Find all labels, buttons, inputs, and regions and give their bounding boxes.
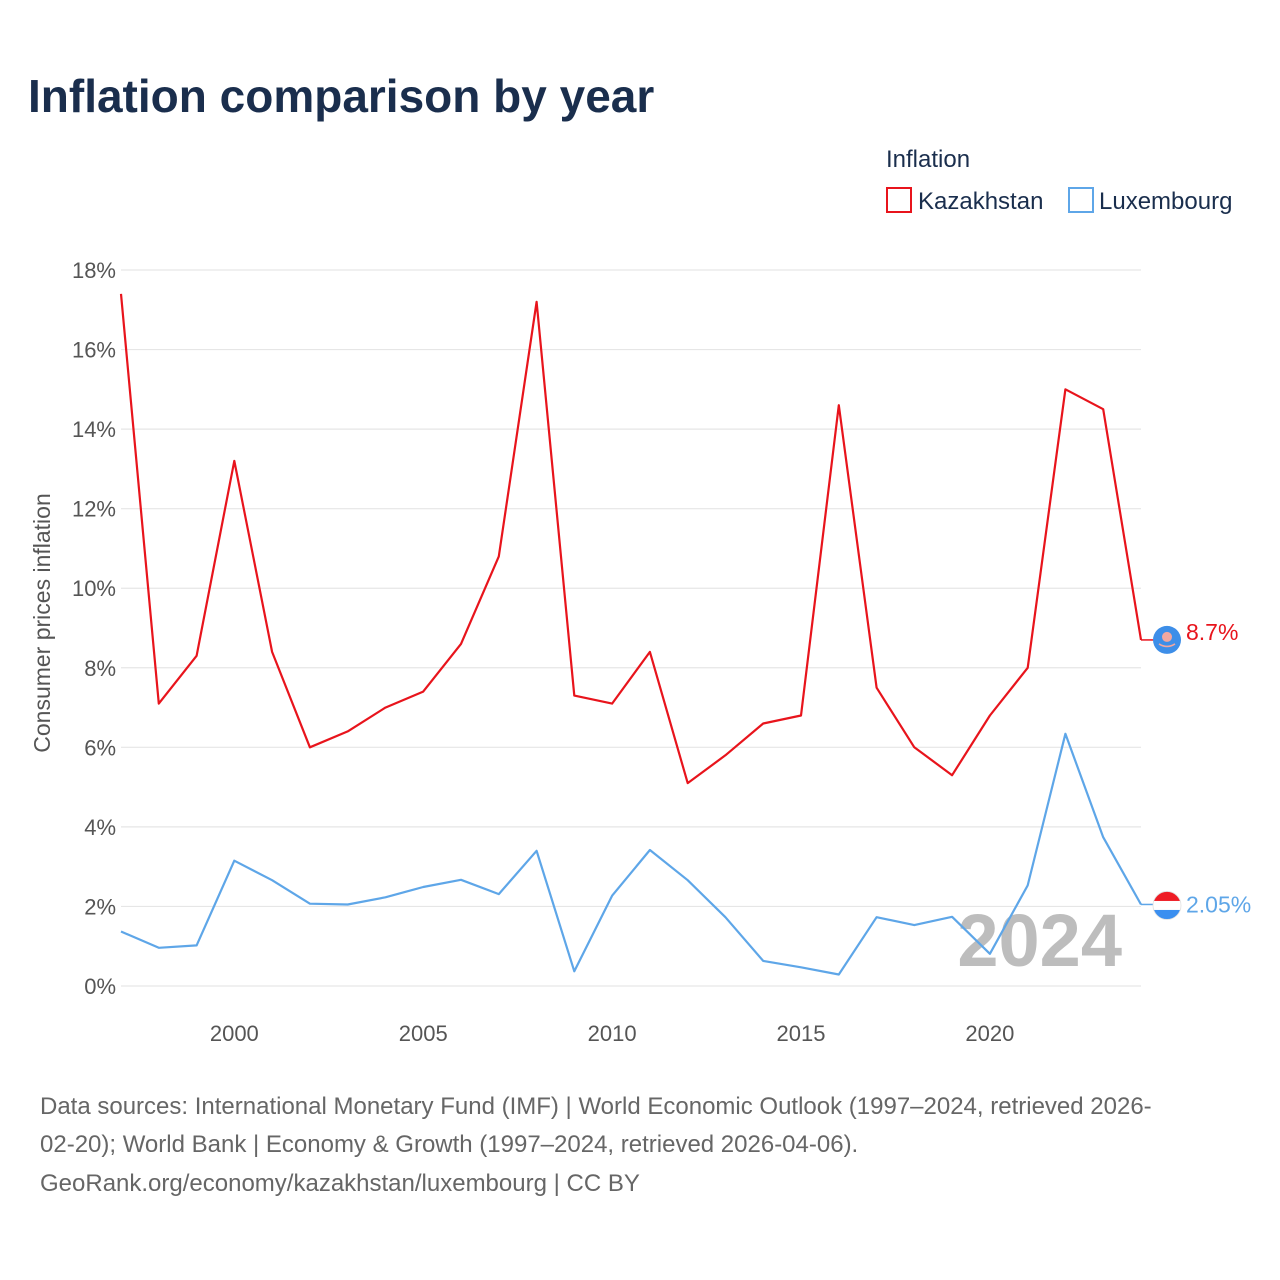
legend-label-luxembourg: Luxembourg [1099,188,1232,215]
legend-title: Inflation [886,146,970,173]
series-line-luxembourg [120,732,1142,976]
gridlines [121,269,1141,987]
series-line-kazakhstan [119,293,1143,785]
y-tick-label: 6% [84,735,116,760]
y-tick-label: 10% [72,576,116,601]
chart-title: Inflation comparison by year [28,70,654,122]
legend-swatch-luxembourg [1068,187,1094,213]
y-axis-label: Consumer prices inflation [29,493,55,753]
source-line-3: GeoRank.org/economy/kazakhstan/luxembour… [40,1170,640,1197]
end-label-kazakhstan: 8.7% [1186,619,1238,645]
x-tick-label: 2015 [777,1021,826,1046]
data-sources: Data sources: International Monetary Fun… [40,1093,1152,1197]
series-lines [119,293,1143,976]
end-label-luxembourg: 2.05% [1186,891,1251,917]
x-tick-labels: 2000 2005 2010 2015 2020 [210,1021,1015,1046]
y-tick-label: 8% [84,656,116,681]
y-tick-label: 4% [84,815,116,840]
flag-luxembourg-icon [1152,891,1182,920]
legend-swatch-kazakhstan [886,187,912,213]
legend: Inflation Kazakhstan Luxembourg [886,146,1232,215]
legend-item-kazakhstan[interactable]: Kazakhstan [886,187,1043,215]
y-tick-label: 0% [84,974,116,999]
x-tick-label: 2000 [210,1021,259,1046]
y-tick-label: 16% [72,338,116,363]
legend-item-luxembourg[interactable]: Luxembourg [1068,187,1232,215]
y-tick-label: 2% [84,894,116,919]
flag-kazakhstan-icon [1153,625,1181,654]
x-tick-label: 2020 [965,1021,1014,1046]
end-markers: 8.7% 2.05% [1141,619,1251,920]
legend-label-kazakhstan: Kazakhstan [918,188,1043,215]
x-tick-label: 2005 [399,1021,448,1046]
y-tick-label: 14% [72,417,116,442]
y-tick-label: 12% [72,497,116,522]
source-line-2: 02-20); World Bank | Economy & Growth (1… [40,1131,858,1158]
y-tick-labels: 0% 2% 4% 6% 8% 10% 12% 14% 16% 18% [72,258,116,999]
y-tick-label: 18% [72,258,116,283]
year-watermark: 2024 [957,899,1122,982]
source-line-1: Data sources: International Monetary Fun… [40,1093,1152,1120]
x-tick-label: 2010 [588,1021,637,1046]
